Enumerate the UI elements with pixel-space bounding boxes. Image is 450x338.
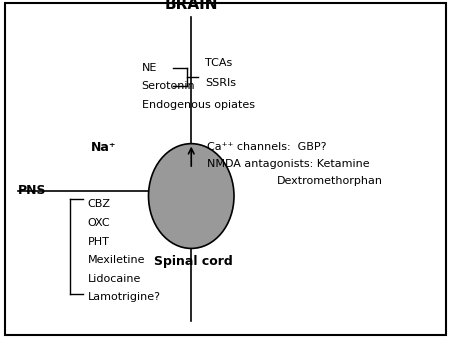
Text: BRAIN: BRAIN <box>165 0 218 12</box>
Text: Endogenous opiates: Endogenous opiates <box>142 100 255 110</box>
Text: Ca⁺⁺ channels:  GBP?: Ca⁺⁺ channels: GBP? <box>207 142 327 152</box>
Text: SSRIs: SSRIs <box>205 78 236 88</box>
Text: OXC: OXC <box>88 218 110 228</box>
Text: Lamotrigine?: Lamotrigine? <box>88 292 161 303</box>
Text: Lidocaine: Lidocaine <box>88 274 141 284</box>
Text: TCAs: TCAs <box>205 57 232 68</box>
Text: Na⁺: Na⁺ <box>91 141 116 154</box>
Text: Dextromethorphan: Dextromethorphan <box>277 176 383 186</box>
Text: PHT: PHT <box>88 237 110 247</box>
Text: Serotonin: Serotonin <box>142 81 195 91</box>
Ellipse shape <box>148 144 234 248</box>
Text: Spinal cord: Spinal cord <box>154 255 233 268</box>
Text: NE: NE <box>142 63 157 73</box>
Text: CBZ: CBZ <box>88 199 111 210</box>
Text: PNS: PNS <box>18 185 46 197</box>
Text: NMDA antagonists: Ketamine: NMDA antagonists: Ketamine <box>207 159 369 169</box>
Text: Mexiletine: Mexiletine <box>88 255 145 265</box>
